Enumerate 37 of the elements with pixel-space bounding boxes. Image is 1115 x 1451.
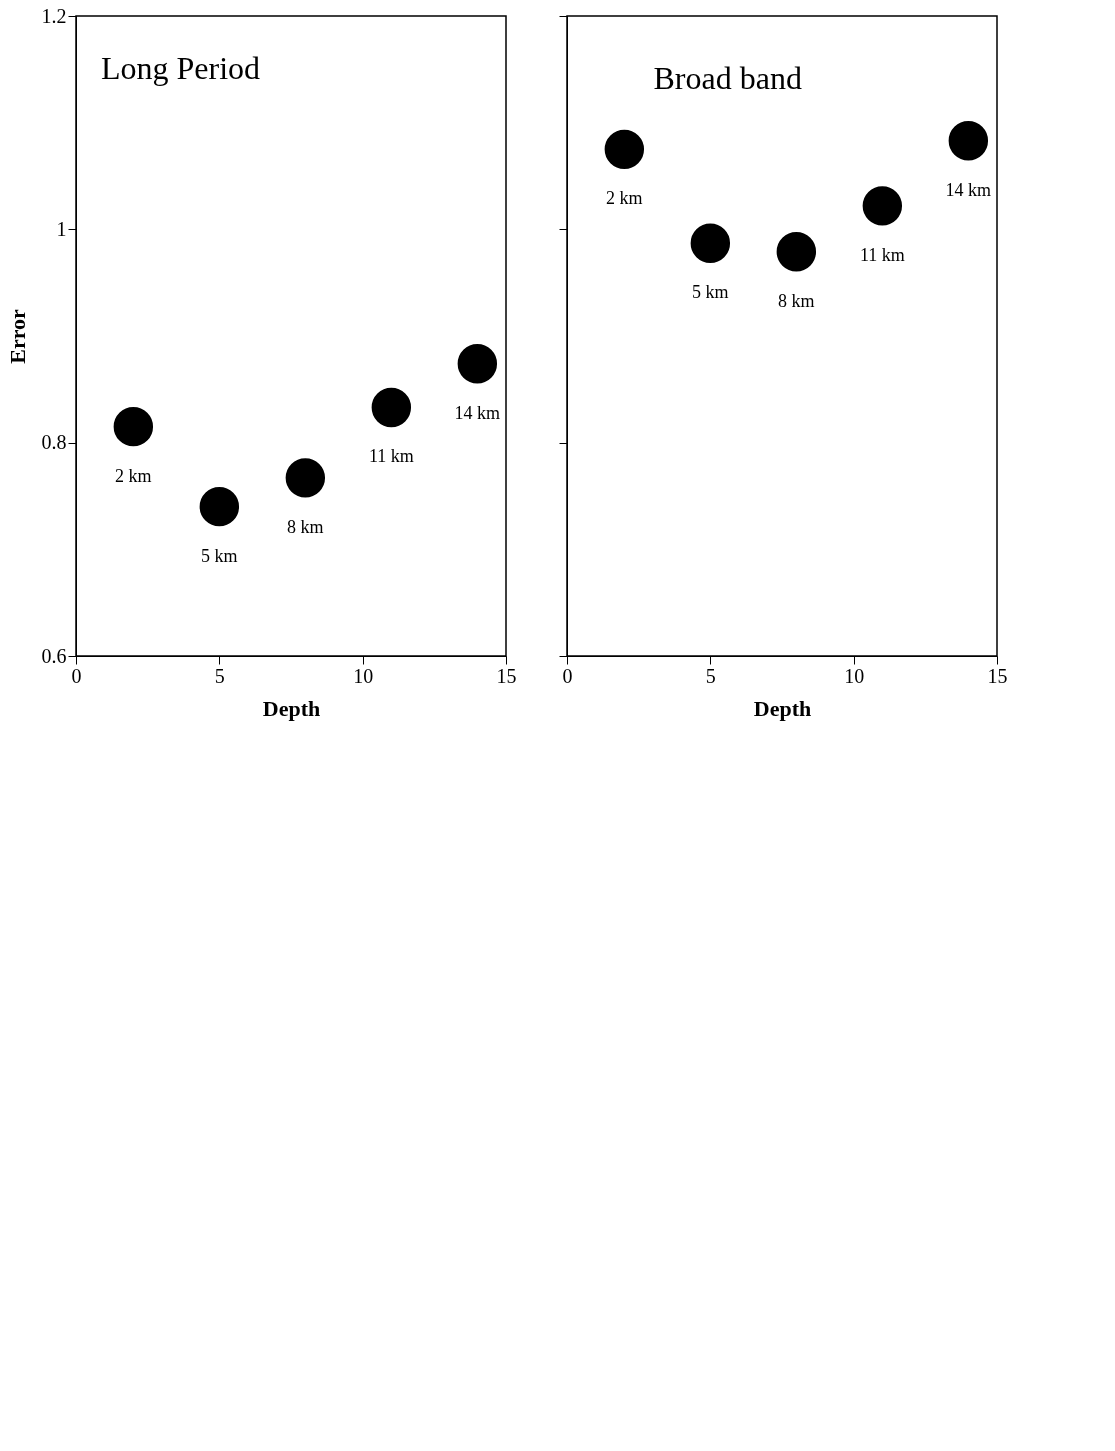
annotation: 2 km — [606, 188, 643, 209]
x-axis-title: Depth — [753, 695, 812, 721]
text: Broad band — [653, 59, 802, 96]
annotation: 11 km — [859, 244, 905, 265]
annotation: 14 km — [454, 402, 501, 423]
text: Long Period — [101, 50, 261, 86]
x-tick-label: 5 — [214, 664, 225, 687]
y-tick-label: 1 — [56, 217, 67, 240]
annotation: 8 km — [287, 516, 324, 537]
point — [862, 186, 903, 226]
point — [371, 387, 412, 428]
point — [948, 121, 989, 161]
point — [113, 407, 154, 447]
x-tick-label: 5 — [705, 664, 716, 687]
point — [199, 487, 240, 527]
y-tick-label: 0.8 — [41, 431, 67, 454]
y-tick-label: 1.2 — [41, 4, 67, 27]
x-tick-label: 0 — [71, 664, 82, 687]
point — [457, 344, 498, 384]
annotation: 5 km — [201, 545, 238, 566]
annotation: 2 km — [115, 465, 152, 486]
y-axis-title: Error — [4, 308, 30, 364]
x-tick-label: 0 — [562, 664, 573, 687]
x-tick-label: 10 — [844, 664, 865, 687]
annotation: 14 km — [945, 179, 992, 200]
x-tick-label: 15 — [987, 664, 1008, 687]
point — [776, 232, 817, 272]
x-axis-title: Depth — [262, 695, 321, 721]
point — [604, 129, 645, 169]
x-tick-label: 10 — [353, 664, 374, 687]
annotation: 11 km — [368, 446, 414, 467]
x-tick-label: 15 — [496, 664, 517, 687]
annotation: 8 km — [778, 290, 815, 311]
annotation: 5 km — [692, 282, 729, 303]
point — [285, 458, 326, 498]
y-tick-label: 0.6 — [41, 644, 67, 667]
point — [690, 223, 731, 263]
